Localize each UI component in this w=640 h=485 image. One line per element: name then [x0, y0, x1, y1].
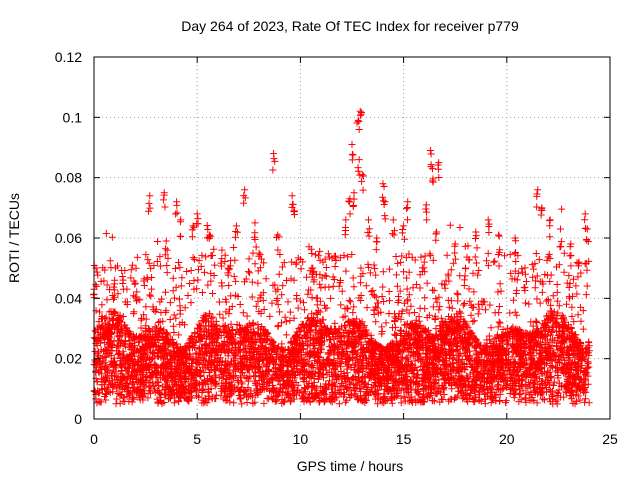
data-point: [386, 297, 393, 304]
data-point: [368, 288, 375, 295]
data-point: [460, 302, 467, 309]
data-point: [127, 274, 134, 281]
data-point: [172, 315, 179, 322]
data-point: [162, 289, 169, 296]
data-point: [287, 309, 294, 316]
data-point: [496, 303, 503, 310]
data-point: [498, 288, 505, 295]
data-point: [556, 302, 563, 309]
data-point: [261, 306, 268, 313]
data-point: [511, 394, 518, 401]
data-point: [249, 400, 256, 407]
data-point: [496, 262, 503, 269]
data-point: [456, 224, 463, 231]
data-point: [496, 318, 503, 325]
data-point: [447, 222, 454, 229]
data-point: [347, 298, 354, 305]
data-point: [392, 332, 399, 339]
data-point: [497, 280, 504, 287]
data-point: [580, 326, 587, 333]
data-point: [230, 399, 237, 406]
data-point: [134, 254, 141, 261]
data-point: [336, 400, 343, 407]
data-point: [411, 309, 418, 316]
data-point: [383, 319, 390, 326]
data-point: [315, 376, 322, 383]
data-point: [506, 310, 513, 317]
data-point: [391, 331, 398, 338]
data-point: [104, 296, 111, 303]
data-point: [204, 222, 211, 229]
data-point: [558, 206, 565, 213]
data-point: [210, 246, 217, 253]
data-point: [98, 301, 105, 308]
data-point: [107, 257, 114, 264]
data-point: [103, 230, 110, 237]
data-point: [264, 395, 271, 402]
data-point: [316, 248, 323, 255]
data-point: [522, 395, 529, 402]
chart-title: Day 264 of 2023, Rate Of TEC Index for r…: [181, 18, 519, 34]
data-point: [253, 243, 260, 250]
data-point: [142, 251, 149, 258]
data-point: [364, 304, 371, 311]
data-point: [315, 252, 322, 259]
data-point: [407, 303, 414, 310]
data-point: [211, 262, 218, 269]
data-point: [486, 302, 493, 309]
data-point: [551, 379, 558, 386]
data-point: [237, 396, 244, 403]
data-point: [188, 299, 195, 306]
data-point: [207, 278, 214, 285]
data-point: [254, 280, 261, 287]
data-point: [113, 395, 120, 402]
data-point: [144, 256, 151, 263]
data-point: [109, 234, 116, 241]
data-point: [533, 296, 540, 303]
data-point: [163, 262, 170, 269]
data-point: [453, 394, 460, 401]
data-point: [522, 300, 529, 307]
data-point: [549, 363, 556, 370]
data-point: [170, 323, 177, 330]
data-points: [90, 108, 593, 408]
data-point: [194, 276, 201, 283]
data-point: [113, 400, 120, 407]
data-point: [121, 267, 128, 274]
data-point: [582, 395, 589, 402]
data-point: [129, 262, 136, 269]
data-point: [202, 253, 209, 260]
data-point: [213, 392, 220, 399]
data-point: [239, 380, 246, 387]
data-point: [561, 269, 568, 276]
data-point: [216, 311, 223, 318]
data-point: [230, 244, 237, 251]
data-point: [566, 284, 573, 291]
data-point: [341, 322, 348, 329]
data-point: [237, 301, 244, 308]
data-point: [285, 298, 292, 305]
data-point: [541, 396, 548, 403]
data-point: [164, 269, 171, 276]
data-point: [237, 372, 244, 379]
data-point: [238, 400, 245, 407]
data-point: [536, 256, 543, 263]
data-point: [252, 260, 259, 267]
data-point: [240, 309, 247, 316]
data-point: [471, 317, 478, 324]
data-point: [497, 319, 504, 326]
data-point: [283, 331, 290, 338]
data-point: [204, 226, 211, 233]
data-point: [298, 265, 305, 272]
data-point: [449, 347, 456, 354]
data-point: [260, 400, 267, 407]
data-point: [171, 399, 178, 406]
data-point: [159, 400, 166, 407]
data-point: [454, 291, 461, 298]
